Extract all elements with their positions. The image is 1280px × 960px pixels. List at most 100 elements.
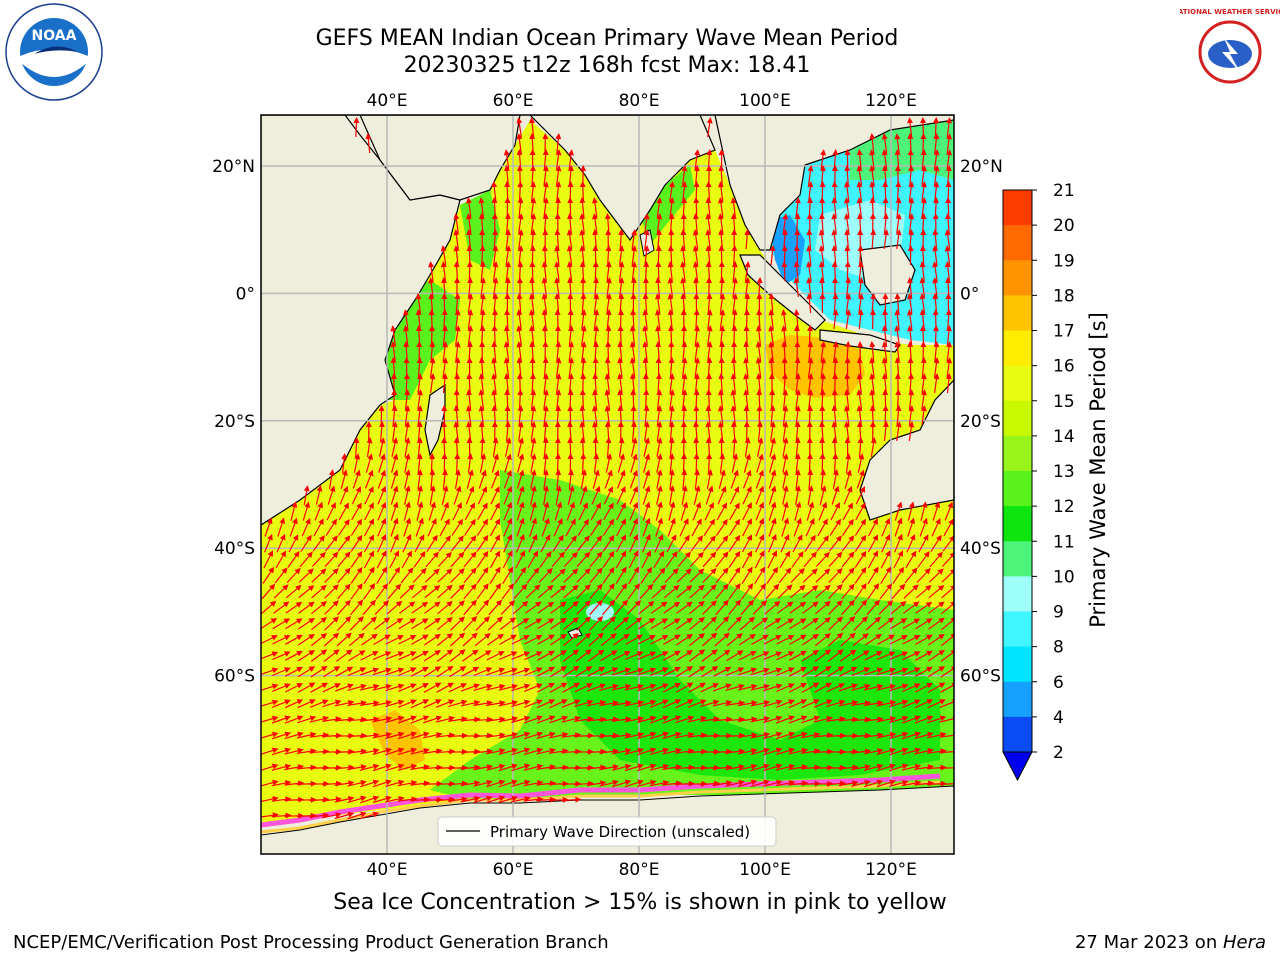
wave-arrow [781,517,790,537]
wave-arrow [806,293,813,314]
wave-arrow [894,517,903,537]
wave-arrow [554,501,563,521]
wave-arrow [466,261,473,282]
wave-arrow [454,453,461,474]
wave-arrow [718,261,725,282]
wave-arrow [731,453,739,473]
wave-arrow [489,518,501,537]
colorbar-segment [1003,260,1032,296]
wave-arrow [667,517,676,537]
wave-arrow [580,453,587,474]
wave-arrow [882,421,889,442]
wave-arrow [567,197,574,218]
lat-ticks-right: 20°N 0° 20°S 40°S 60°S [960,157,1003,687]
wave-arrow [567,437,574,458]
wave-arrow [452,502,462,521]
wave-arrow [327,485,336,505]
wave-arrow [781,501,789,521]
wave-arrow [429,373,436,393]
wave-arrow [603,486,614,505]
wave-arrow [426,534,438,552]
wave-arrow [503,501,513,521]
colorbar-segment [1003,716,1032,753]
map-subtitle: 20230325 t12z 168h fcst Max: 18.41 [403,53,811,78]
wave-arrow [629,517,639,537]
lat-tick-label: 0° [236,284,255,304]
wave-arrow [350,534,363,552]
wave-arrow [579,389,586,410]
wave-arrow [415,517,424,537]
wave-arrow [529,501,537,521]
wave-arrow [517,181,524,202]
wave-arrow [704,502,714,521]
wave-arrow [350,518,363,536]
wave-arrow [806,501,815,521]
footer-date: 27 Mar 2023 on [1074,932,1223,953]
lon-tick-label: 40°E [367,91,408,111]
lat-tick-label: 20°S [960,412,1001,432]
wave-arrow [693,485,701,505]
colorbar-segment [1003,541,1032,577]
wave-arrow [416,501,424,521]
wave-arrow [402,533,412,553]
footer-host: Hera [1222,932,1266,953]
wave-arrow [705,485,714,505]
wave-arrow [290,501,298,521]
wave-arrow [768,517,777,537]
wave-arrow [302,501,311,521]
wave-arrow [805,517,815,537]
wave-arrow [629,485,639,505]
legend-label: Primary Wave Direction (unscaled) [490,823,750,841]
wave-arrow [642,501,651,521]
lat-tick-label: 60°S [960,667,1001,687]
wave-arrow [324,535,338,552]
colorbar-tick-label: 9 [1053,603,1064,623]
lat-tick-label: 20°S [214,412,255,432]
wave-arrow [529,517,538,537]
wave-arrow [643,389,650,410]
colorbar-tick-label: 6 [1053,673,1064,693]
colorbar-tick-label: 11 [1053,532,1075,552]
wave-arrow [894,501,903,521]
lat-tick-label: 60°S [214,667,255,687]
wave-arrow [439,518,450,537]
colorbar-segment [1003,365,1032,402]
wave-arrow [603,502,614,521]
wave-arrow [363,534,375,553]
wave-arrow [578,502,588,521]
lat-tick-label: 20°N [212,157,255,177]
wave-arrow [692,501,702,521]
wave-arrow [351,486,362,505]
wave-arrow [832,309,839,329]
wave-arrow [829,518,841,536]
lat-tick-label: 20°N [960,157,1003,177]
wave-arrow [438,535,451,552]
wave-arrow [693,437,700,458]
colorbar-segment [1003,471,1032,507]
lon-tick-label: 80°E [619,91,660,111]
wave-arrow [755,485,765,505]
wave-arrow [617,325,624,346]
wave-arrow [577,518,589,536]
wave-arrow [490,502,500,521]
wave-arrow [391,389,398,410]
wave-arrow [325,518,337,536]
colorbar-tick-label: 15 [1053,392,1075,412]
wave-arrow [517,389,524,410]
wave-arrow [429,453,436,474]
wave-arrow [553,517,563,537]
wave-arrow [844,469,852,489]
wave-arrow [731,325,738,346]
wave-arrow [464,518,476,536]
footer-date-host: 27 Mar 2023 on Hera [1075,932,1266,953]
wave-arrow [705,389,712,410]
wave-arrow [466,245,473,266]
wave-arrow [793,517,802,537]
legend-box: Primary Wave Direction (unscaled) [437,816,777,847]
wave-arrow [768,469,777,489]
wave-arrow [856,469,865,489]
wave-arrow [807,325,814,346]
wave-arrow [755,469,764,489]
wave-arrow [365,453,374,473]
wave-arrow [464,502,475,521]
